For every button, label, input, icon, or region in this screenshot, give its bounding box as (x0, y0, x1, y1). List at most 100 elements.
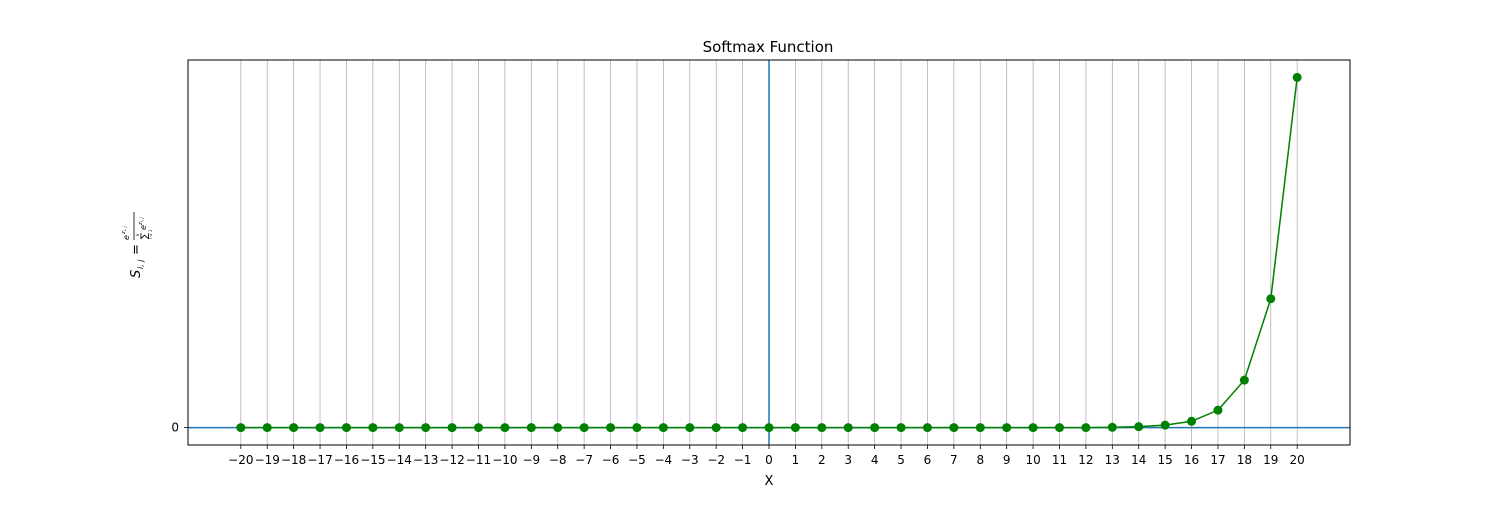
x-axis-label: X (765, 474, 774, 489)
svg-text:i, j: i, j (122, 225, 127, 231)
x-tick-label: −11 (466, 453, 491, 467)
data-point (1081, 423, 1091, 433)
x-tick-label: 8 (976, 453, 984, 467)
y-axis-label: S i, j = e z i, j k ∑ l = 1 e z i, j (121, 212, 153, 278)
data-point (315, 423, 325, 433)
svg-text:z: z (121, 231, 127, 235)
x-tick-label: −1 (734, 453, 752, 467)
x-tick-label: 18 (1237, 453, 1252, 467)
x-tick-label: −5 (628, 453, 646, 467)
x-tick-label: −13 (413, 453, 438, 467)
x-tick-label: −9 (522, 453, 540, 467)
data-point (632, 423, 642, 433)
data-point (1239, 375, 1249, 385)
data-point (474, 423, 483, 433)
chart-title: Softmax Function (703, 38, 834, 56)
data-point (262, 423, 272, 433)
data-point (394, 423, 404, 433)
svg-text:S: S (129, 270, 144, 278)
svg-text:e: e (139, 225, 148, 230)
x-tick-label: −10 (492, 453, 517, 467)
x-tick-label: 11 (1052, 453, 1067, 467)
x-tick-label: −4 (655, 453, 673, 467)
data-point (738, 423, 748, 433)
x-tick-label: 0 (765, 453, 773, 467)
x-tick-label: 4 (871, 453, 879, 467)
y-axis-ticks: 0 (171, 421, 188, 435)
x-tick-label: −16 (334, 453, 359, 467)
x-tick-label: 9 (1003, 453, 1011, 467)
data-point (764, 423, 774, 433)
x-tick-label: 16 (1184, 453, 1199, 467)
y-tick-label: 0 (171, 421, 179, 435)
data-point (870, 423, 880, 433)
data-point (447, 423, 457, 433)
x-tick-label: 15 (1157, 453, 1172, 467)
svg-text:k: k (135, 233, 140, 236)
data-point (711, 423, 721, 433)
x-tick-label: −19 (255, 453, 280, 467)
x-tick-label: −2 (707, 453, 725, 467)
data-point (1187, 416, 1197, 426)
x-tick-label: 12 (1078, 453, 1093, 467)
data-point (368, 423, 378, 433)
data-point (1002, 423, 1012, 433)
x-tick-label: 13 (1105, 453, 1120, 467)
data-point (289, 423, 299, 433)
data-point (1160, 420, 1170, 430)
x-tick-label: 19 (1263, 453, 1278, 467)
svg-text:∑: ∑ (140, 233, 150, 239)
x-tick-label: 14 (1131, 453, 1146, 467)
data-point (1107, 422, 1117, 432)
x-tick-label: 5 (897, 453, 905, 467)
data-point (1292, 72, 1302, 82)
data-point (553, 423, 563, 433)
data-point (790, 423, 800, 433)
svg-text:i, j: i, j (139, 216, 144, 222)
x-tick-label: −7 (575, 453, 593, 467)
data-point (922, 423, 932, 433)
series-softmax (236, 72, 1302, 433)
x-tick-label: 17 (1210, 453, 1225, 467)
x-tick-label: 20 (1290, 453, 1305, 467)
data-point (658, 423, 668, 433)
x-tick-label: −18 (281, 453, 306, 467)
x-tick-label: 3 (844, 453, 852, 467)
data-point (1266, 294, 1276, 304)
data-point (500, 423, 510, 433)
data-point (817, 423, 827, 433)
x-tick-label: 10 (1025, 453, 1040, 467)
data-point (896, 423, 906, 433)
x-tick-label: −12 (439, 453, 464, 467)
x-axis-ticks: −20 −19 −18 −17 −16 −15 −14 −13 −12 −11 −10 −9 −8 −7−… (228, 445, 1305, 467)
data-point (1213, 405, 1223, 415)
x-tick-label: −3 (681, 453, 699, 467)
zero-axis-lines (188, 60, 1350, 445)
svg-text:l = 1: l = 1 (148, 229, 153, 239)
x-tick-label: −15 (360, 453, 385, 467)
data-point (526, 423, 536, 433)
data-point (606, 423, 616, 433)
data-point (1134, 422, 1144, 432)
svg-text:e: e (122, 235, 131, 240)
x-tick-label: −20 (228, 453, 253, 467)
x-tick-label: −17 (307, 453, 332, 467)
x-tick-label: −8 (549, 453, 567, 467)
x-tick-label: 7 (950, 453, 958, 467)
data-point (579, 423, 589, 433)
svg-text:z: z (138, 222, 144, 226)
data-point (975, 423, 985, 433)
x-tick-label: 1 (792, 453, 800, 467)
data-point (1055, 423, 1064, 433)
data-point (341, 423, 351, 433)
data-point (685, 423, 695, 433)
data-point (1028, 423, 1038, 433)
x-tick-label: 2 (818, 453, 826, 467)
svg-text:=: = (129, 244, 144, 255)
data-point (236, 423, 246, 433)
data-point (949, 423, 959, 433)
x-tick-label: 6 (924, 453, 932, 467)
svg-text:i, j: i, j (136, 259, 145, 269)
